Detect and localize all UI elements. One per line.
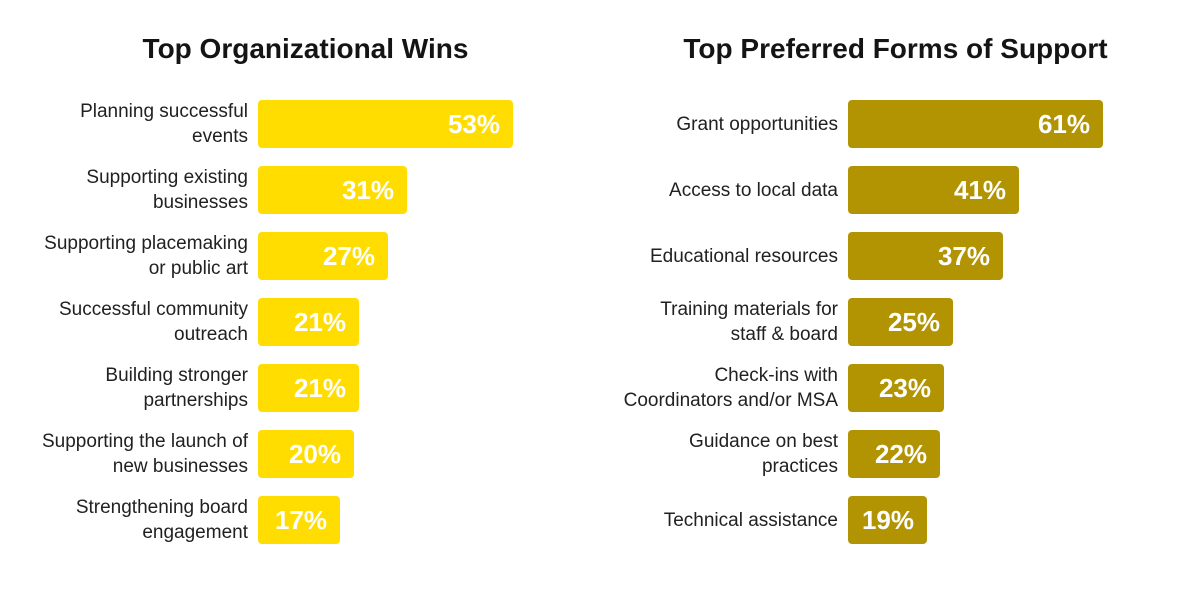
bar-row: Supporting the launch of new businesses 2… <box>18 430 593 478</box>
bar-row: Training materials for staff & board 25% <box>608 298 1183 346</box>
bar-track: 53% <box>258 100 593 148</box>
category-label-text: Strengthening board engagement <box>75 497 248 543</box>
bar: 31% <box>258 166 407 214</box>
bar-row: Grant opportunities 61% <box>608 100 1183 148</box>
value-label: 17% <box>274 505 327 535</box>
bar-track: 17% <box>258 496 593 544</box>
value-label: 53% <box>447 109 500 139</box>
category-label: Educational resources <box>608 232 838 280</box>
bar-row: Technical assistance 19% <box>608 496 1183 544</box>
bar-track: 22% <box>848 430 1183 478</box>
category-label-text: Supporting existing businesses <box>86 167 248 213</box>
category-label: Check-ins with Coordinators and/or MSA <box>608 364 838 412</box>
category-label: Training materials for staff & board <box>608 298 838 346</box>
category-label-text: Guidance on best practices <box>689 431 838 477</box>
bar-row: Building stronger partnerships 21% <box>18 364 593 412</box>
category-label: Strengthening board engagement <box>18 496 248 544</box>
category-label-text: Technical assistance <box>663 509 838 531</box>
category-label: Grant opportunities <box>608 100 838 148</box>
value-label: 19% <box>861 505 914 535</box>
bar-row: Supporting placemaking or public art 27% <box>18 232 593 280</box>
bar-track: 19% <box>848 496 1183 544</box>
bar-track: 25% <box>848 298 1183 346</box>
bar: 22% <box>848 430 940 478</box>
bar: 23% <box>848 364 944 412</box>
category-label-text: Training materials for staff & board <box>660 299 838 345</box>
bar-row: Strengthening board engagement 17% <box>18 496 593 544</box>
value-label: 61% <box>1037 109 1090 139</box>
category-label: Planning successful events <box>18 100 248 148</box>
category-label-text: Supporting placemaking or public art <box>44 233 248 279</box>
bar: 25% <box>848 298 953 346</box>
bar-row: Successful community outreach 21% <box>18 298 593 346</box>
chart-title-preferred-support: Top Preferred Forms of Support <box>683 33 1108 64</box>
bar-track: 27% <box>258 232 593 280</box>
bar-track: 61% <box>848 100 1183 148</box>
bar-rows-preferred-support: Grant opportunities 61% Access to local da… <box>608 100 1183 544</box>
bar-rows-organizational-wins: Planning successful events 53% Supporting … <box>18 100 593 544</box>
bar-track: 21% <box>258 298 593 346</box>
category-label: Access to local data <box>608 166 838 214</box>
category-label: Supporting existing businesses <box>18 166 248 214</box>
category-label-text: Planning successful events <box>80 101 248 147</box>
bar: 21% <box>258 298 359 346</box>
bar-row: Supporting existing businesses 31% <box>18 166 593 214</box>
bar-track: 31% <box>258 166 593 214</box>
bar-row: Planning successful events 53% <box>18 100 593 148</box>
category-label-text: Building stronger partnerships <box>105 365 248 411</box>
value-label: 37% <box>937 241 990 271</box>
bar-track: 21% <box>258 364 593 412</box>
category-label: Technical assistance <box>608 496 838 544</box>
bar: 21% <box>258 364 359 412</box>
bar: 37% <box>848 232 1003 280</box>
bar: 19% <box>848 496 927 544</box>
value-label: 21% <box>293 373 346 403</box>
category-label-text: Grant opportunities <box>676 113 838 135</box>
category-label-text: Successful community outreach <box>58 299 248 345</box>
chart-preferred-support: Top Preferred Forms of Support Grant opp… <box>608 30 1183 562</box>
bar-track: 37% <box>848 232 1183 280</box>
bar-track: 23% <box>848 364 1183 412</box>
chart-organizational-wins: Top Organizational Wins Planning success… <box>18 30 593 562</box>
bar: 61% <box>848 100 1103 148</box>
chart-title-organizational-wins: Top Organizational Wins <box>142 33 469 64</box>
value-label: 22% <box>874 439 927 469</box>
value-label: 21% <box>293 307 346 337</box>
category-label: Guidance on best practices <box>608 430 838 478</box>
bar: 20% <box>258 430 354 478</box>
value-label: 23% <box>878 373 931 403</box>
value-label: 27% <box>322 241 375 271</box>
category-label-text: Supporting the launch of new businesses <box>42 431 248 477</box>
bar: 17% <box>258 496 340 544</box>
category-label-text: Access to local data <box>669 179 838 201</box>
bar-row: Check-ins with Coordinators and/or MSA 23… <box>608 364 1183 412</box>
bar-row: Access to local data 41% <box>608 166 1183 214</box>
bar-track: 41% <box>848 166 1183 214</box>
bar-track: 20% <box>258 430 593 478</box>
value-label: 41% <box>953 175 1006 205</box>
value-label: 25% <box>887 307 940 337</box>
bar-row: Educational resources 37% <box>608 232 1183 280</box>
category-label: Supporting the launch of new businesses <box>18 430 248 478</box>
bar: 27% <box>258 232 388 280</box>
value-label: 20% <box>288 439 341 469</box>
bar: 41% <box>848 166 1019 214</box>
value-label: 31% <box>341 175 394 205</box>
category-label-text: Educational resources <box>650 245 838 267</box>
category-label: Supporting placemaking or public art <box>18 232 248 280</box>
category-label: Building stronger partnerships <box>18 364 248 412</box>
bar-row: Guidance on best practices 22% <box>608 430 1183 478</box>
category-label-text: Check-ins with Coordinators and/or MSA <box>623 365 838 411</box>
bar: 53% <box>258 100 513 148</box>
category-label: Successful community outreach <box>18 298 248 346</box>
